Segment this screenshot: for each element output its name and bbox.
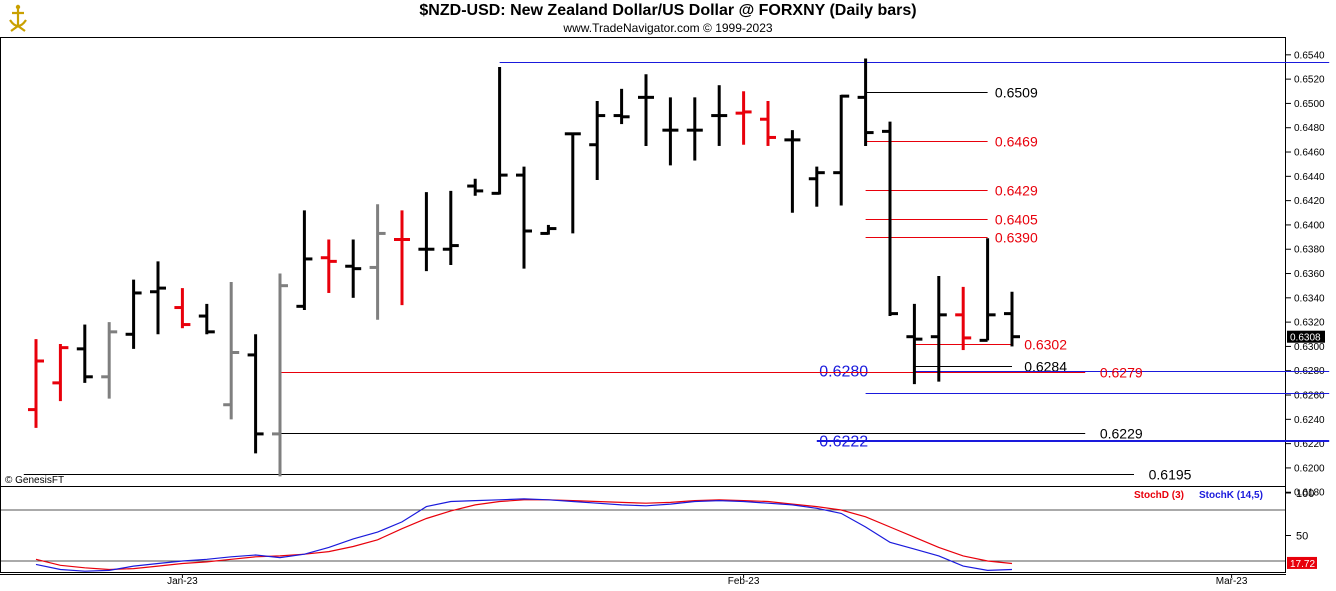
- price-tick-label: 0.6520: [1294, 75, 1325, 86]
- ohlc-bar: [784, 130, 801, 213]
- level-label: 0.6390: [995, 230, 1038, 246]
- ohlc-bar: [686, 97, 703, 161]
- stoch-k-line: [35, 498, 1013, 572]
- price-tick-label: 0.6380: [1294, 245, 1325, 256]
- price-tick-label: 0.6200: [1294, 463, 1325, 474]
- ohlc-bar: [418, 192, 435, 272]
- stoch-legend-k: StochK (14,5): [1199, 490, 1263, 501]
- level-label: 0.6284: [1024, 359, 1067, 375]
- price-tick-label: 0.6240: [1294, 415, 1325, 426]
- ohlc-bar: [760, 100, 776, 146]
- ohlc-bar: [369, 204, 386, 320]
- price-tick-label: 0.6300: [1294, 342, 1325, 353]
- chart-subtitle: www.TradeNavigator.com © 1999-2023: [563, 21, 773, 35]
- ohlc-bar: [808, 166, 825, 207]
- ohlc-bar: [638, 74, 654, 146]
- ohlc-bar: [442, 190, 459, 266]
- ohlc-bar: [857, 58, 874, 146]
- price-tick-label: 0.6420: [1294, 196, 1325, 207]
- ohlc-bar: [979, 238, 996, 342]
- ohlc-bar: [247, 334, 264, 454]
- price-tick-label: 0.6540: [1294, 50, 1325, 61]
- ohlc-bar: [52, 343, 69, 402]
- price-tick-label: 0.6440: [1294, 172, 1325, 183]
- price-tick-label: 0.6180: [1294, 488, 1325, 499]
- ohlc-bar: [564, 132, 581, 234]
- ohlc-bar: [516, 166, 532, 269]
- ohlc-bar: [101, 322, 118, 399]
- stochastic-panel: 100 50 17.72 StochD (3) StochK (14,5): [1, 488, 1317, 572]
- price-tick-label: 0.6340: [1294, 293, 1325, 304]
- stoch-tick-label: 100: [1296, 488, 1314, 500]
- ohlc-bar: [150, 261, 166, 335]
- ohlc-bar: [394, 210, 410, 306]
- ohlc-bar: [125, 279, 142, 349]
- ohlc-bars: [28, 58, 1020, 477]
- ohlc-bar: [1004, 291, 1020, 347]
- price-tick-label: 0.6320: [1294, 318, 1325, 329]
- level-label: 0.6229: [1100, 426, 1143, 442]
- price-tick-label: 0.6500: [1294, 99, 1325, 110]
- ohlc-bar: [735, 91, 752, 145]
- ohlc-bar: [906, 303, 923, 385]
- chart-title: $NZD-USD: New Zealand Dollar/US Dollar @…: [419, 2, 917, 19]
- ohlc-bar: [198, 303, 215, 335]
- stoch-value-label: 17.72: [1290, 559, 1315, 570]
- ohlc-bar: [28, 339, 44, 428]
- ohlc-bar: [833, 94, 850, 206]
- stoch-value-tag: [1287, 556, 1317, 569]
- ohlc-bar: [589, 100, 606, 180]
- ohlc-bar: [272, 273, 288, 477]
- level-label: 0.6405: [995, 212, 1038, 228]
- time-tick-label: Mar-23: [1216, 576, 1248, 587]
- ohlc-bar: [467, 178, 484, 196]
- time-tick-label: Feb-23: [728, 576, 760, 587]
- level-label: 0.6302: [1024, 337, 1067, 353]
- level-label: 0.6429: [995, 183, 1038, 199]
- level-label: 0.6222: [819, 434, 868, 451]
- ohlc-bar: [711, 85, 728, 146]
- level-label: 0.6195: [1149, 467, 1192, 483]
- time-tick-label: Jan-23: [167, 576, 198, 587]
- level-label: 0.6469: [995, 134, 1038, 150]
- level-label: 0.6509: [995, 85, 1038, 101]
- ohlc-bar: [320, 239, 337, 293]
- price-tick-label: 0.6360: [1294, 269, 1325, 280]
- last-price-tag: [1287, 330, 1325, 343]
- price-axis: 0.61800.62000.62200.62400.62600.62800.63…: [1286, 50, 1325, 499]
- price-tick-label: 0.6220: [1294, 439, 1325, 450]
- ohlc-bar: [345, 239, 362, 298]
- level-label: 0.6279: [1100, 365, 1143, 381]
- data-credit: © GenesisFT: [5, 475, 64, 486]
- price-tick-label: 0.6480: [1294, 123, 1325, 134]
- time-axis: Jan-23 Feb-23 Mar-23: [167, 574, 1248, 587]
- ohlc-bar: [76, 324, 93, 383]
- stoch-legend-d: StochD (3): [1134, 490, 1184, 501]
- ohlc-bar: [174, 288, 191, 329]
- stoch-panel-frame: [0, 486, 1286, 573]
- last-price-label: 0.6308: [1290, 333, 1321, 344]
- ohlc-bar: [662, 97, 679, 166]
- tradenavigator-logo: [4, 4, 32, 34]
- ohlc-bar: [540, 224, 557, 235]
- stoch-tick-label: 50: [1296, 531, 1308, 543]
- ohlc-bar: [930, 275, 947, 382]
- fib-levels: 0.65340.65090.64690.64290.64050.63900.63…: [23, 62, 1330, 483]
- ohlc-bar: [296, 210, 313, 310]
- price-panel-frame: [0, 37, 1286, 487]
- ohlc-bar: [491, 66, 508, 195]
- ohlc-bar: [955, 286, 972, 351]
- price-tick-label: 0.6460: [1294, 148, 1325, 159]
- stoch-d-line: [35, 499, 1013, 571]
- ohlc-bar: [882, 121, 898, 317]
- price-tick-label: 0.6260: [1294, 391, 1325, 402]
- ohlc-bar: [613, 88, 630, 125]
- price-tick-label: 0.6400: [1294, 220, 1325, 231]
- ohlc-bar: [223, 282, 240, 420]
